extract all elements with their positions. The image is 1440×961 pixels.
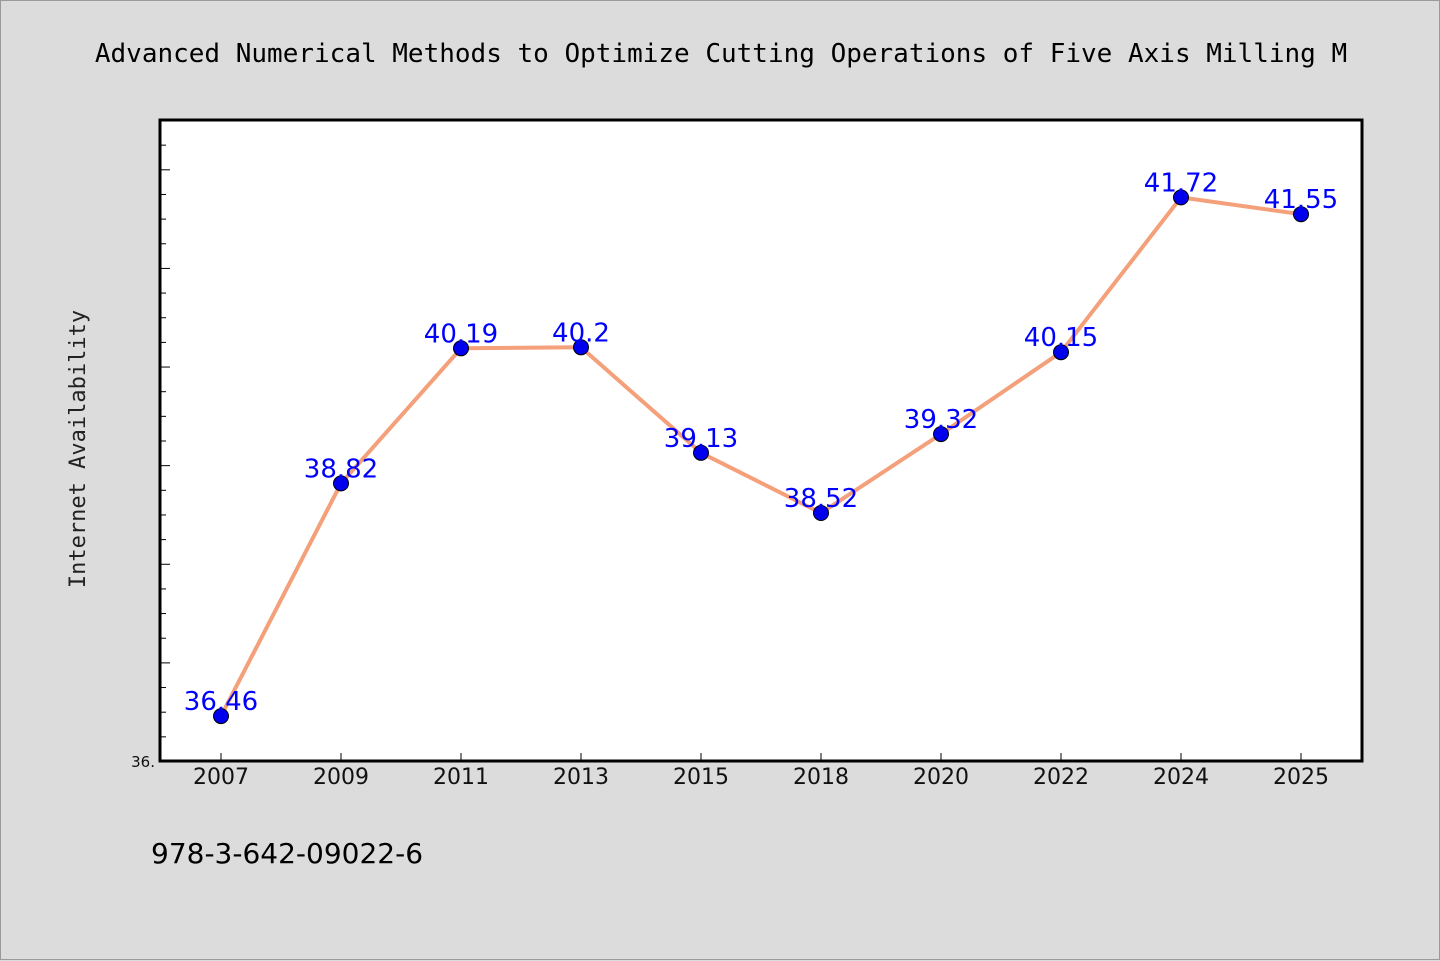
data-point bbox=[1173, 189, 1189, 206]
data-label: 38.52 bbox=[784, 484, 858, 514]
series-line bbox=[219, 195, 1302, 718]
x-axis-ticks: 2007 2009 2011 2013 2015 2018 2020 2022 2024 2025 bbox=[193, 753, 1329, 790]
data-label: 36.46 bbox=[184, 687, 258, 717]
data-point bbox=[573, 339, 589, 356]
x-tick-label: 2024 bbox=[1153, 765, 1209, 790]
isbn-footer: 978-3-642-09022-6 bbox=[151, 837, 423, 870]
x-tick-label: 2007 bbox=[193, 765, 249, 790]
data-label: 40.19 bbox=[424, 319, 498, 349]
data-label: 40.2 bbox=[552, 318, 610, 348]
y-axis-label: Internet Availability bbox=[66, 310, 91, 588]
x-tick-label: 2018 bbox=[793, 765, 849, 790]
data-markers bbox=[213, 189, 1309, 725]
y-tick-label: 36. bbox=[131, 753, 155, 771]
data-label: 41.72 bbox=[1144, 168, 1218, 198]
chart-title: Advanced Numerical Methods to Optimize C… bbox=[95, 39, 1347, 69]
data-label: 40.15 bbox=[1024, 323, 1098, 353]
data-label: 41.55 bbox=[1264, 185, 1338, 215]
data-point bbox=[933, 426, 949, 443]
x-tick-label: 2009 bbox=[313, 765, 369, 790]
data-point bbox=[1053, 344, 1069, 361]
data-point bbox=[453, 340, 469, 357]
data-labels: 36.46 38.82 40.19 40.2 39.13 38.52 39.32 40.15 4… bbox=[184, 168, 1338, 717]
x-tick-label: 2011 bbox=[433, 765, 489, 790]
x-tick-label: 2015 bbox=[673, 765, 729, 790]
x-tick-label: 2025 bbox=[1273, 765, 1329, 790]
data-point bbox=[213, 708, 229, 725]
x-tick-label: 2022 bbox=[1033, 765, 1089, 790]
x-tick-label: 2020 bbox=[913, 765, 969, 790]
plot-area bbox=[158, 118, 1364, 763]
data-label: 39.13 bbox=[664, 424, 738, 454]
y-axis-ticks bbox=[160, 120, 170, 762]
data-point bbox=[1293, 206, 1309, 223]
data-point bbox=[333, 475, 349, 492]
data-point bbox=[693, 444, 709, 461]
data-point bbox=[813, 505, 829, 521]
data-label: 38.82 bbox=[304, 454, 378, 484]
x-tick-label: 2013 bbox=[553, 765, 609, 790]
data-label: 39.32 bbox=[904, 405, 978, 435]
